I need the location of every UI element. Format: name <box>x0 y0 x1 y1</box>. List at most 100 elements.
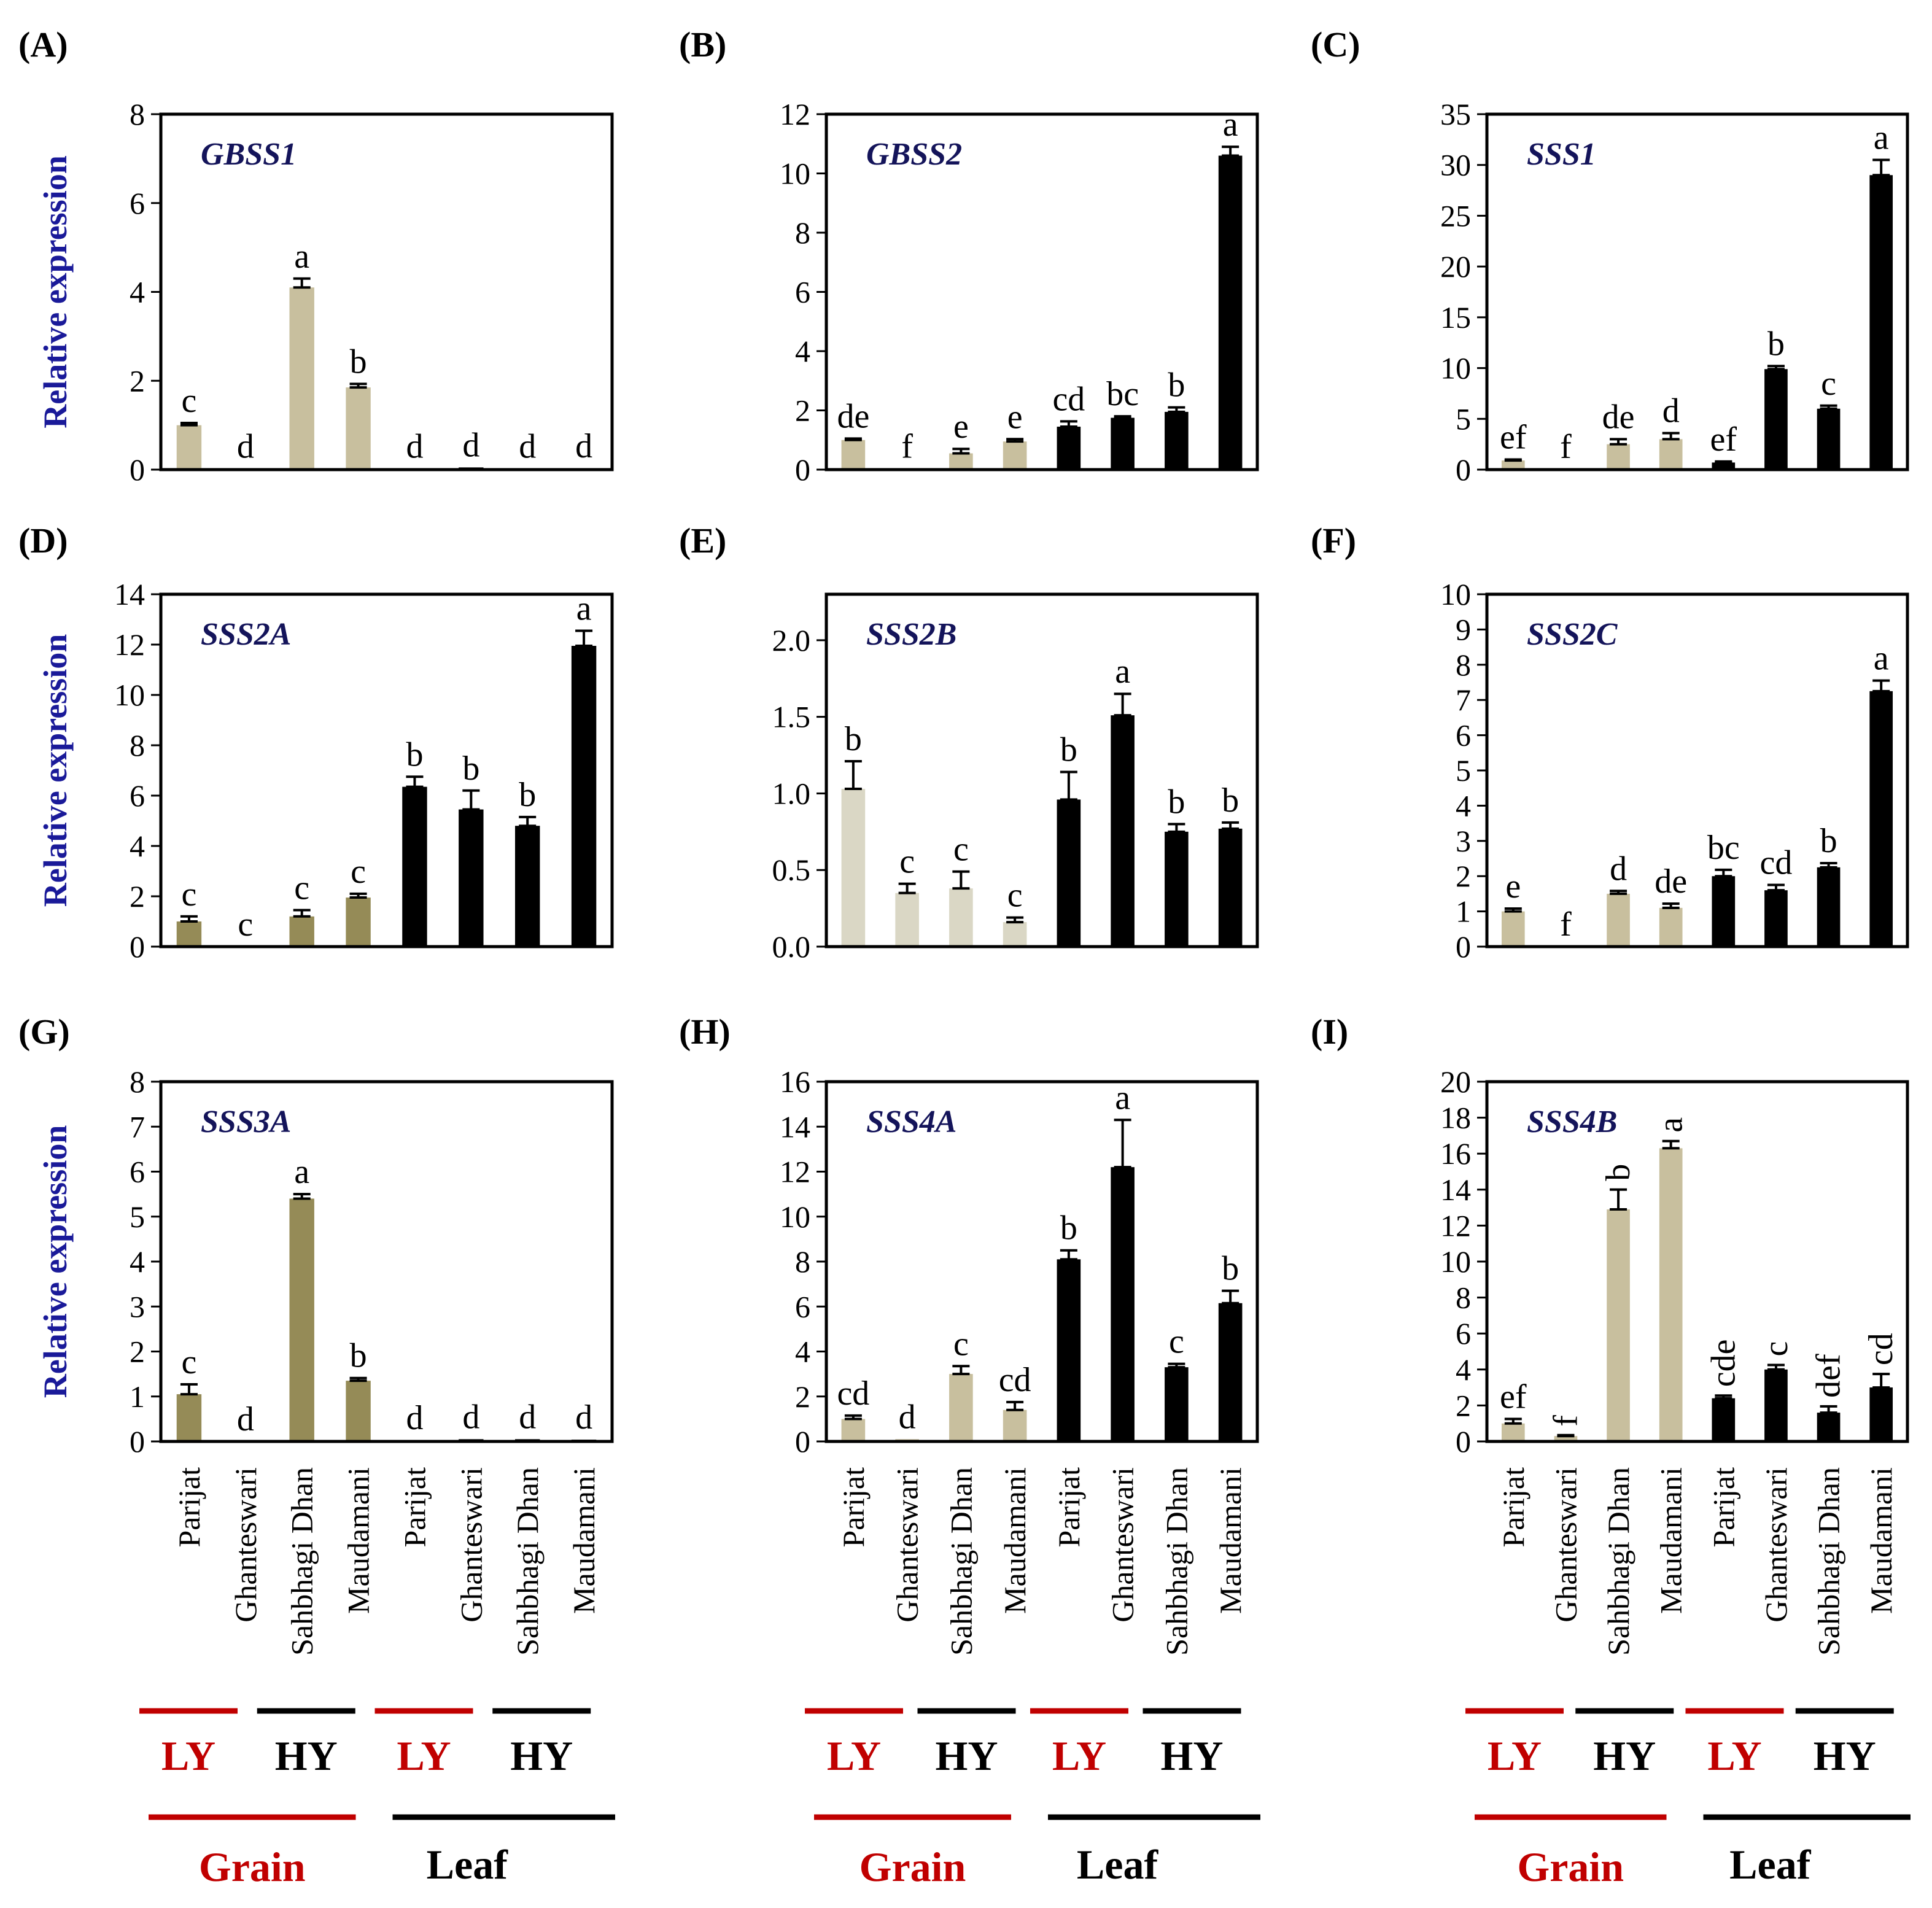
significance-letter: c <box>1169 1323 1184 1361</box>
panel-label: (E) <box>679 521 726 560</box>
y-tick-label: 8 <box>795 1244 810 1279</box>
bar <box>1607 444 1630 470</box>
bar <box>1764 1369 1788 1441</box>
plot-frame <box>1485 112 1909 471</box>
x-category-label: Ghanteswari <box>1106 1467 1140 1623</box>
bar <box>1218 155 1243 470</box>
significance-letter: c <box>238 906 253 944</box>
hy-label: HY <box>936 1732 998 1779</box>
bar <box>1057 427 1081 470</box>
significance-letter: cd <box>837 1375 869 1413</box>
bar <box>459 809 484 947</box>
bar <box>1659 1148 1683 1441</box>
x-category-label: Parijat <box>1496 1467 1530 1548</box>
significance-letter: ef <box>1500 418 1527 456</box>
gene-title: GBSS2 <box>866 137 962 172</box>
x-category-label: Parijat <box>397 1467 432 1548</box>
significance-letter: d <box>575 427 592 465</box>
y-tick-label: 2 <box>130 1335 145 1369</box>
significance-letter: a <box>1874 118 1889 157</box>
bar <box>1869 1387 1893 1441</box>
y-tick-label: 2 <box>1456 859 1471 893</box>
leaf-label: Leaf <box>1077 1841 1159 1888</box>
x-category-label: Sahbhagi Dhan <box>1601 1467 1635 1656</box>
y-tick-label: 8 <box>130 1065 145 1099</box>
grain-label: Grain <box>199 1844 306 1890</box>
plot-frame <box>824 112 1259 471</box>
x-category-label: Ghanteswari <box>890 1467 925 1623</box>
bar <box>1111 1167 1135 1441</box>
y-tick-label: 2 <box>795 394 810 428</box>
x-category-label: Maudamani <box>341 1467 376 1614</box>
significance-letter: d <box>519 1398 536 1436</box>
y-tick-label: 0.5 <box>772 853 811 887</box>
y-tick-label: 8 <box>795 215 810 250</box>
bar <box>949 453 973 470</box>
ly-label: LY <box>1052 1732 1106 1779</box>
significance-letter: def <box>1810 1354 1848 1398</box>
significance-letter: b <box>1820 822 1837 860</box>
y-tick-label: 35 <box>1440 97 1471 131</box>
y-tick-label: 12 <box>780 1155 810 1189</box>
bar <box>1817 867 1841 947</box>
hy-label: HY <box>1814 1732 1876 1779</box>
y-tick-label: 8 <box>130 97 145 131</box>
y-tick-label: 16 <box>780 1065 810 1099</box>
significance-letter: c <box>953 1325 969 1363</box>
significance-letter: a <box>294 238 309 276</box>
bar <box>1111 417 1135 470</box>
bar <box>1501 911 1525 947</box>
significance-letter: c <box>1821 365 1836 403</box>
significance-letter: bc <box>1707 829 1740 867</box>
bar <box>1817 408 1841 470</box>
significance-letter: c <box>294 869 309 907</box>
y-tick-label: 20 <box>1440 1065 1471 1099</box>
plot-frame <box>1485 592 1909 948</box>
y-tick-label: 12 <box>1440 1208 1471 1243</box>
significance-letter: a <box>1115 1079 1130 1117</box>
bar <box>1218 1303 1243 1441</box>
panel-label: (G) <box>18 1012 70 1052</box>
bar <box>1165 831 1189 947</box>
x-category-label: Maudamani <box>998 1467 1032 1614</box>
bar <box>841 788 866 947</box>
x-category-label: Parijat <box>172 1467 206 1548</box>
x-category-label: Parijat <box>1706 1467 1740 1548</box>
bar <box>514 826 540 947</box>
hy-label: HY <box>1161 1732 1224 1779</box>
significance-letter: a <box>294 1153 309 1191</box>
significance-letter: cd <box>1052 380 1085 418</box>
x-category-label: Maudamani <box>1864 1467 1898 1614</box>
significance-letter: c <box>351 853 366 891</box>
significance-letter: ef <box>1500 1378 1527 1416</box>
significance-letter: b <box>1222 781 1239 820</box>
x-category-label: Sahbhagi Dhan <box>510 1467 545 1656</box>
y-tick-label: 10 <box>114 678 145 712</box>
ly-label: LY <box>161 1732 215 1779</box>
ly-label: LY <box>827 1732 881 1779</box>
bar <box>1165 411 1189 470</box>
y-axis-label: Relative expression <box>37 1125 74 1398</box>
y-tick-label: 2.0 <box>772 623 811 657</box>
y-tick-label: 0 <box>130 452 145 487</box>
y-tick-label: 4 <box>130 1244 145 1279</box>
y-axis-label: Relative expression <box>37 155 74 428</box>
significance-letter: d <box>1610 850 1627 888</box>
y-tick-label: 18 <box>1440 1101 1471 1135</box>
significance-letter: de <box>837 397 869 435</box>
y-tick-label: 12 <box>114 627 145 662</box>
y-tick-label: 8 <box>1456 1281 1471 1315</box>
x-category-label: Ghanteswari <box>454 1467 488 1623</box>
x-category-label: Ghanteswari <box>1759 1467 1793 1623</box>
y-tick-label: 6 <box>795 275 810 309</box>
y-tick-label: 4 <box>130 275 145 309</box>
significance-letter: e <box>1505 867 1521 906</box>
bar <box>176 1394 202 1441</box>
significance-letter: b <box>1599 1164 1637 1181</box>
y-tick-label: 2 <box>130 879 145 913</box>
x-category-label: Maudamani <box>567 1467 601 1614</box>
y-tick-label: 3 <box>1456 824 1471 858</box>
bar <box>895 893 919 947</box>
bar <box>1659 907 1683 947</box>
